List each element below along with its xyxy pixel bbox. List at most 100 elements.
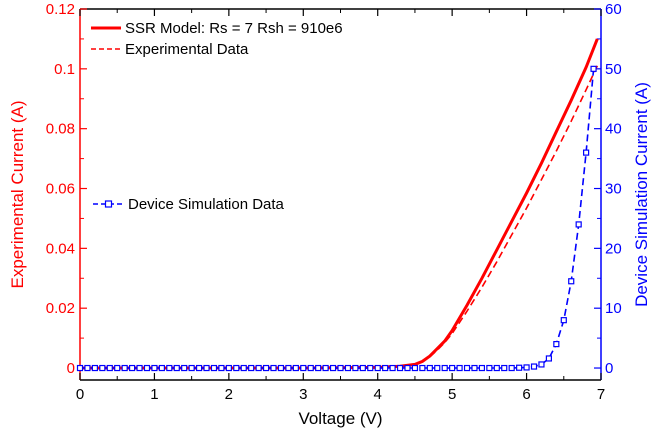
data-point xyxy=(478,364,486,372)
data-point xyxy=(486,364,493,372)
data-point xyxy=(568,278,575,285)
y-left-tick-label: 0.02 xyxy=(46,300,75,317)
data-point xyxy=(173,364,180,372)
data-point xyxy=(352,364,359,372)
data-point xyxy=(114,364,121,372)
data-point xyxy=(493,364,500,372)
y-right-axis-label: Device Simulation Current (A) xyxy=(632,82,651,307)
data-point xyxy=(553,340,560,348)
y-left-tick-label: 0 xyxy=(67,360,75,377)
x-tick-label: 5 xyxy=(448,386,456,403)
legend-label: Experimental Data xyxy=(125,41,249,58)
data-point xyxy=(396,364,404,372)
data-point xyxy=(307,364,314,372)
data-point xyxy=(530,363,538,370)
data-point xyxy=(389,364,396,372)
data-point xyxy=(374,364,381,372)
data-point xyxy=(99,364,106,372)
y-left-tick-label: 0.08 xyxy=(46,121,75,138)
x-tick-label: 0 xyxy=(76,386,84,403)
data-point xyxy=(233,364,240,372)
y-right-tick-label: 10 xyxy=(605,300,622,317)
series-line-1-experimental-data xyxy=(80,65,599,369)
data-point xyxy=(151,364,158,372)
x-tick-label: 3 xyxy=(299,386,307,403)
data-point xyxy=(136,364,143,372)
data-point xyxy=(240,364,247,372)
y-right-tick-label: 40 xyxy=(605,121,622,138)
x-tick-label: 6 xyxy=(522,386,530,403)
data-point xyxy=(329,364,337,372)
y-left-axis-label: Experimental Current (A) xyxy=(8,100,27,288)
data-point xyxy=(367,364,374,372)
data-point xyxy=(91,364,98,372)
data-point xyxy=(225,364,232,372)
data-point xyxy=(255,364,262,372)
y-right-tick-label: 20 xyxy=(605,240,622,257)
y-left-tick-label: 0.04 xyxy=(46,240,75,257)
data-point xyxy=(218,364,225,372)
series-line-2-device-simulation-data xyxy=(80,68,595,369)
data-point xyxy=(143,364,151,372)
data-point xyxy=(501,364,508,372)
data-point xyxy=(121,364,128,372)
data-point xyxy=(523,364,530,371)
data-point xyxy=(411,364,419,372)
data-point xyxy=(456,364,463,372)
data-point xyxy=(575,221,582,228)
data-point xyxy=(337,364,344,372)
y-right-tick-label: 30 xyxy=(605,181,622,198)
y-left-tick-label: 0.06 xyxy=(46,181,75,198)
data-point xyxy=(315,364,322,372)
data-point xyxy=(106,364,113,372)
data-point xyxy=(262,364,270,372)
data-point xyxy=(516,364,523,371)
data-point xyxy=(583,149,590,156)
data-point xyxy=(426,364,433,372)
data-point xyxy=(277,364,285,372)
data-point xyxy=(166,364,173,372)
legend-marker xyxy=(104,200,113,208)
y-left-tick-label: 0.1 xyxy=(54,61,75,78)
data-point xyxy=(181,364,188,372)
y-right-tick-label: 50 xyxy=(605,61,622,78)
legend-label: Device Simulation Data xyxy=(128,196,285,213)
x-tick-label: 4 xyxy=(374,386,382,403)
y-left-tick-label: 0.12 xyxy=(46,1,75,18)
y-right-tick-label: 0 xyxy=(605,360,613,377)
data-point xyxy=(449,364,456,372)
x-tick-label: 1 xyxy=(150,386,158,403)
data-point xyxy=(195,364,203,372)
data-point xyxy=(463,364,471,372)
data-point xyxy=(344,364,352,372)
y-right-tick-label: 60 xyxy=(605,1,622,18)
x-tick-label: 2 xyxy=(225,386,233,403)
data-point xyxy=(248,364,255,372)
data-point xyxy=(508,364,515,372)
data-point xyxy=(560,317,567,324)
data-point xyxy=(545,355,553,362)
data-point xyxy=(300,364,307,372)
data-point xyxy=(382,364,389,372)
data-point xyxy=(322,364,329,372)
data-point xyxy=(158,364,165,372)
data-point xyxy=(84,364,91,372)
data-point xyxy=(292,364,299,372)
x-axis-label: Voltage (V) xyxy=(298,409,382,428)
data-point xyxy=(434,364,441,372)
data-point xyxy=(590,65,597,72)
data-point xyxy=(76,364,84,372)
data-point xyxy=(419,364,426,372)
legend-label: SSR Model: Rs = 7 Rsh = 910e6 xyxy=(125,20,343,37)
data-point xyxy=(404,364,411,372)
data-point xyxy=(285,364,292,372)
data-point xyxy=(270,364,277,372)
data-point xyxy=(210,364,218,372)
data-point xyxy=(538,361,545,368)
data-point xyxy=(471,364,478,372)
data-point xyxy=(129,364,136,372)
data-point xyxy=(441,364,448,372)
data-point xyxy=(203,364,210,372)
x-tick-label: 7 xyxy=(597,386,605,403)
